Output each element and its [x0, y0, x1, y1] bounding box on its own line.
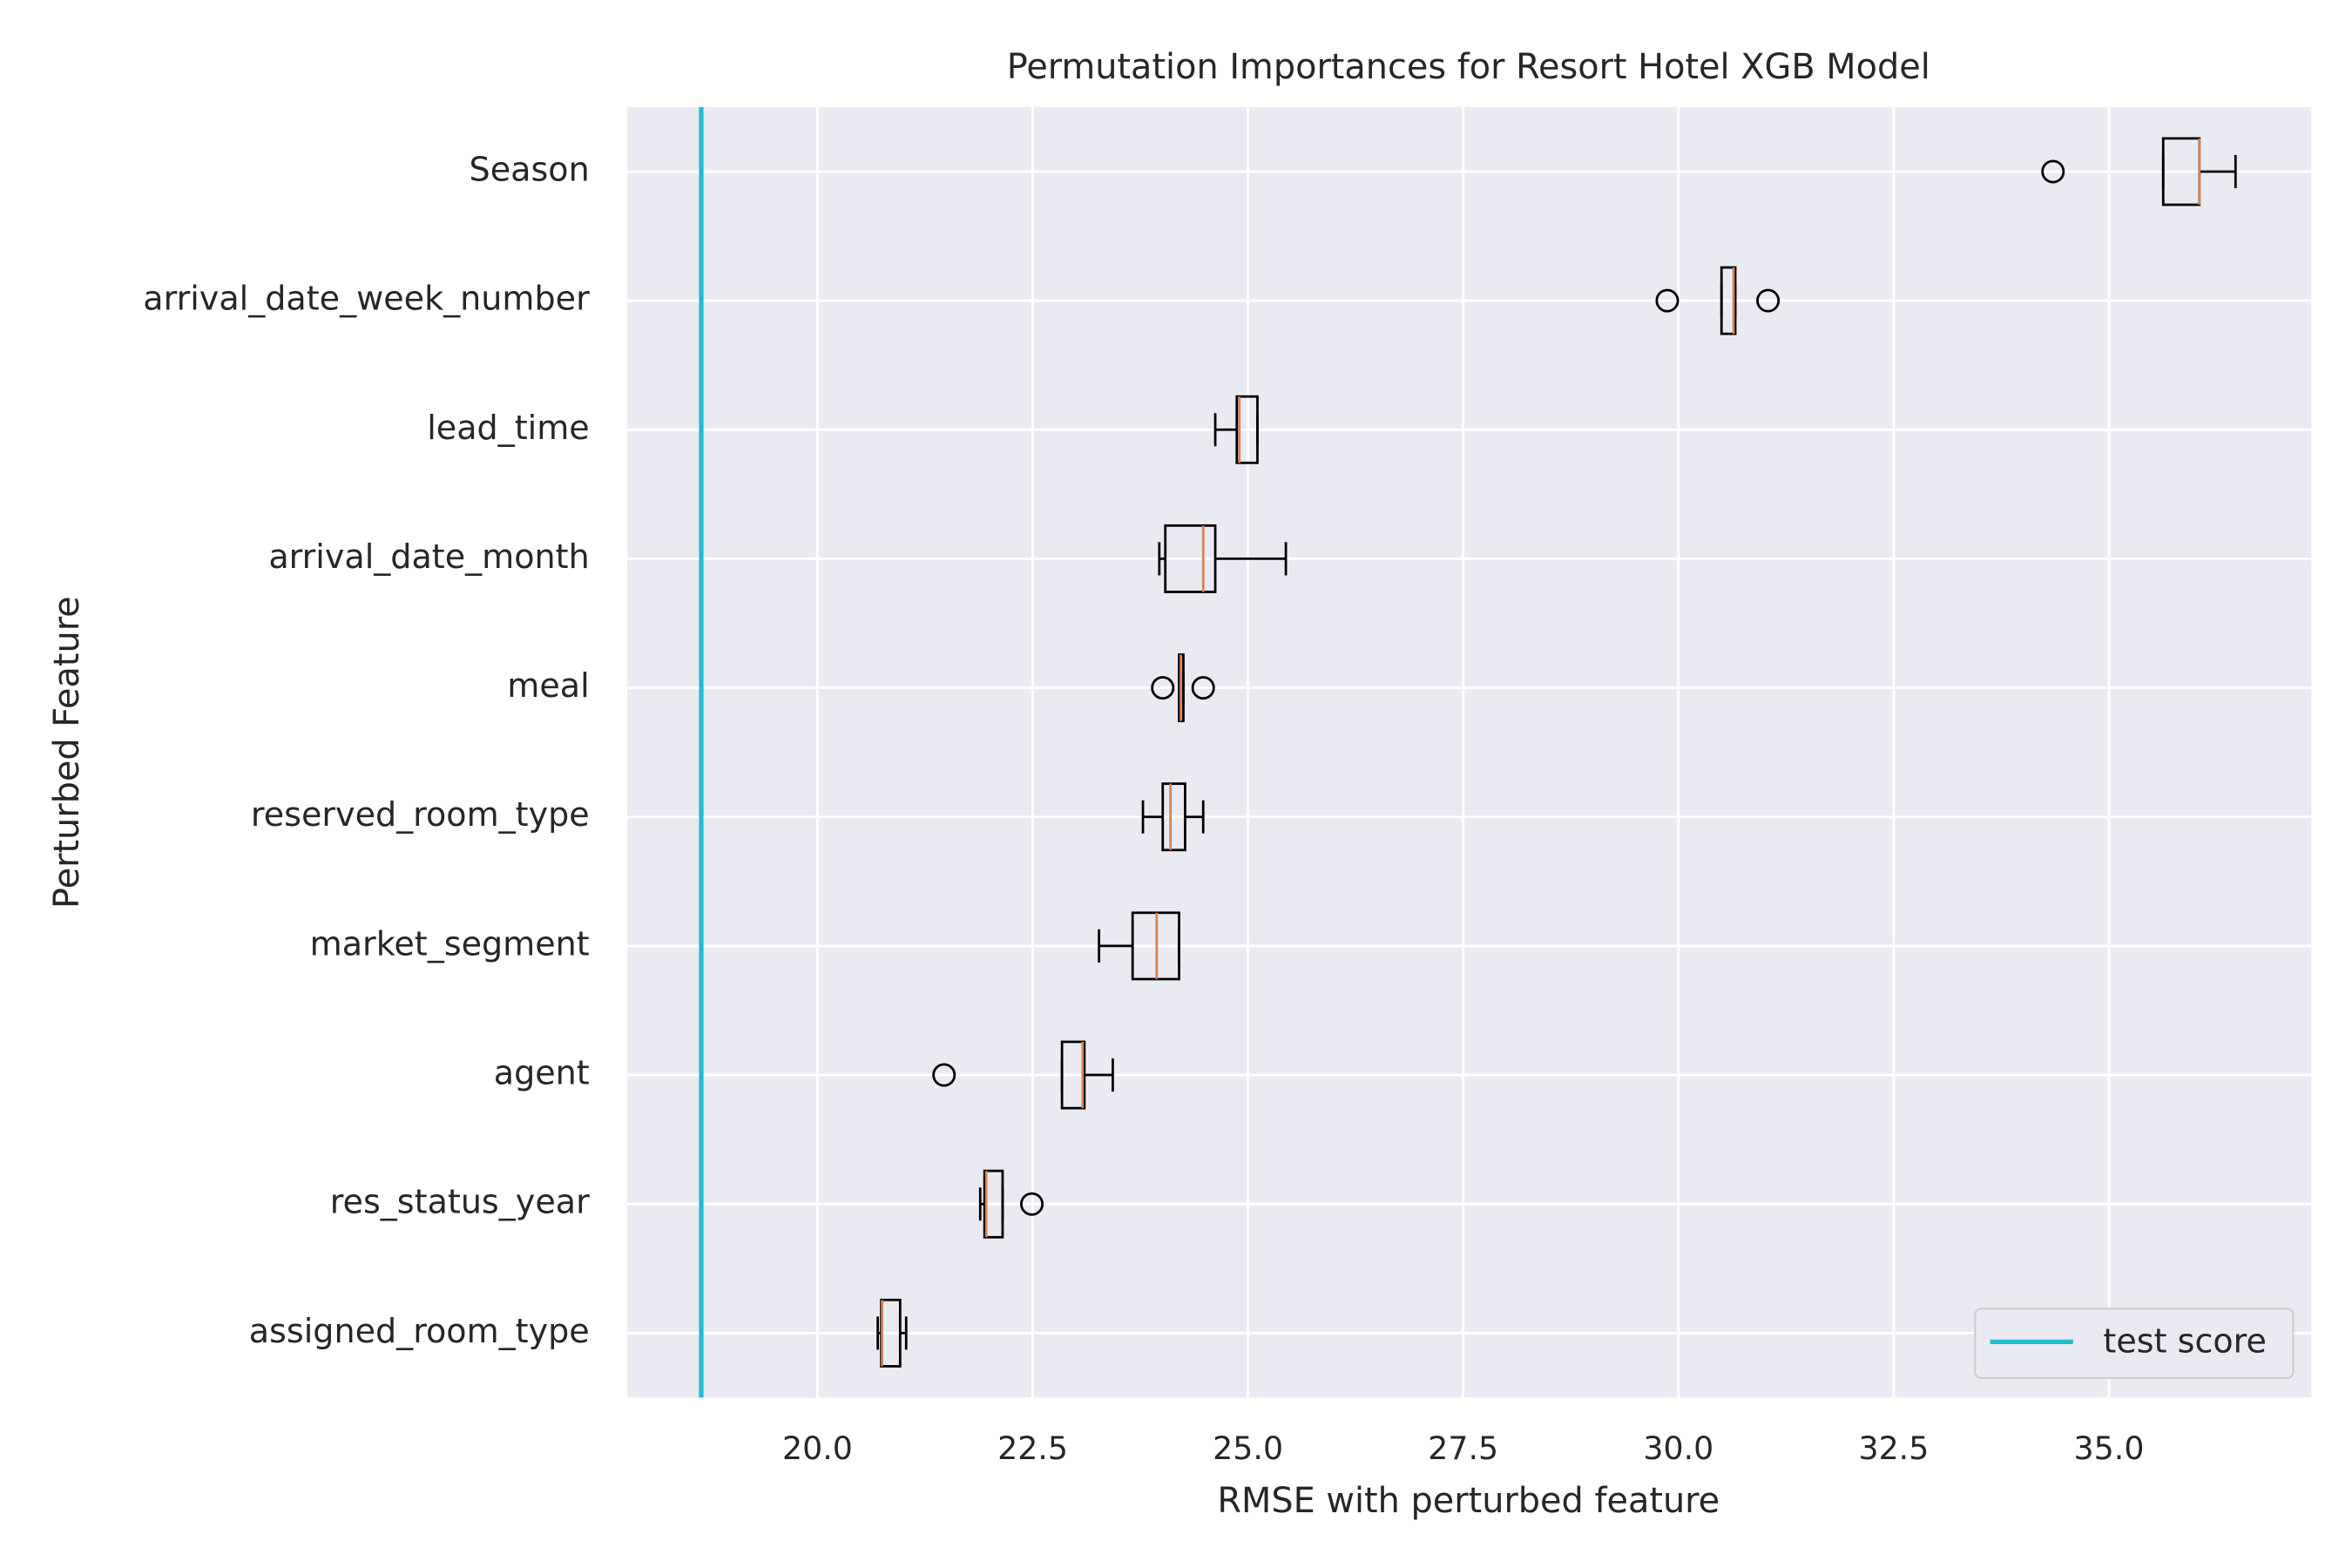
outlier	[1655, 288, 1680, 313]
x-tick-label: 32.5	[1858, 1429, 1929, 1467]
outlier	[932, 1063, 956, 1087]
box	[1164, 524, 1217, 593]
outlier	[1151, 676, 1175, 700]
x-tick-label: 27.5	[1428, 1429, 1498, 1467]
y-tick-label: res_status_year	[330, 1183, 590, 1221]
x-tick-label: 25.0	[1213, 1429, 1283, 1467]
plot-area	[627, 106, 2312, 1398]
y-tick-label: assigned_room_type	[249, 1312, 590, 1350]
y-tick-label: Season	[470, 150, 590, 188]
chart-title: Permutation Importances for Resort Hotel…	[1007, 47, 1930, 87]
y-axis-label: Perturbed Feature	[47, 596, 87, 909]
outlier	[2041, 159, 2065, 184]
x-tick-label: 35.0	[2074, 1429, 2145, 1467]
box	[1720, 266, 1737, 335]
y-tick-label: lead_time	[427, 409, 590, 447]
box	[1161, 782, 1186, 852]
y-tick-label: market_segment	[310, 924, 590, 963]
box	[1060, 1040, 1086, 1110]
x-tick-label: 30.0	[1643, 1429, 1713, 1467]
y-tick-label: arrival_date_week_number	[143, 280, 590, 318]
box	[1235, 395, 1259, 464]
outlier	[1191, 676, 1215, 700]
legend-box	[1974, 1308, 2295, 1379]
x-tick-label: 22.5	[997, 1429, 1068, 1467]
outlier	[1020, 1192, 1044, 1216]
y-tick-label: reserved_room_type	[251, 795, 590, 834]
outlier	[1756, 288, 1781, 313]
legend-label: test score	[2103, 1322, 2266, 1361]
y-tick-label: meal	[507, 666, 589, 705]
box	[983, 1169, 1004, 1239]
y-tick-label: arrival_date_month	[268, 537, 589, 576]
x-axis-label: RMSE with perturbed feature	[1217, 1481, 1720, 1521]
x-tick-label: 20.0	[782, 1429, 853, 1467]
y-tick-label: agent	[494, 1054, 590, 1092]
